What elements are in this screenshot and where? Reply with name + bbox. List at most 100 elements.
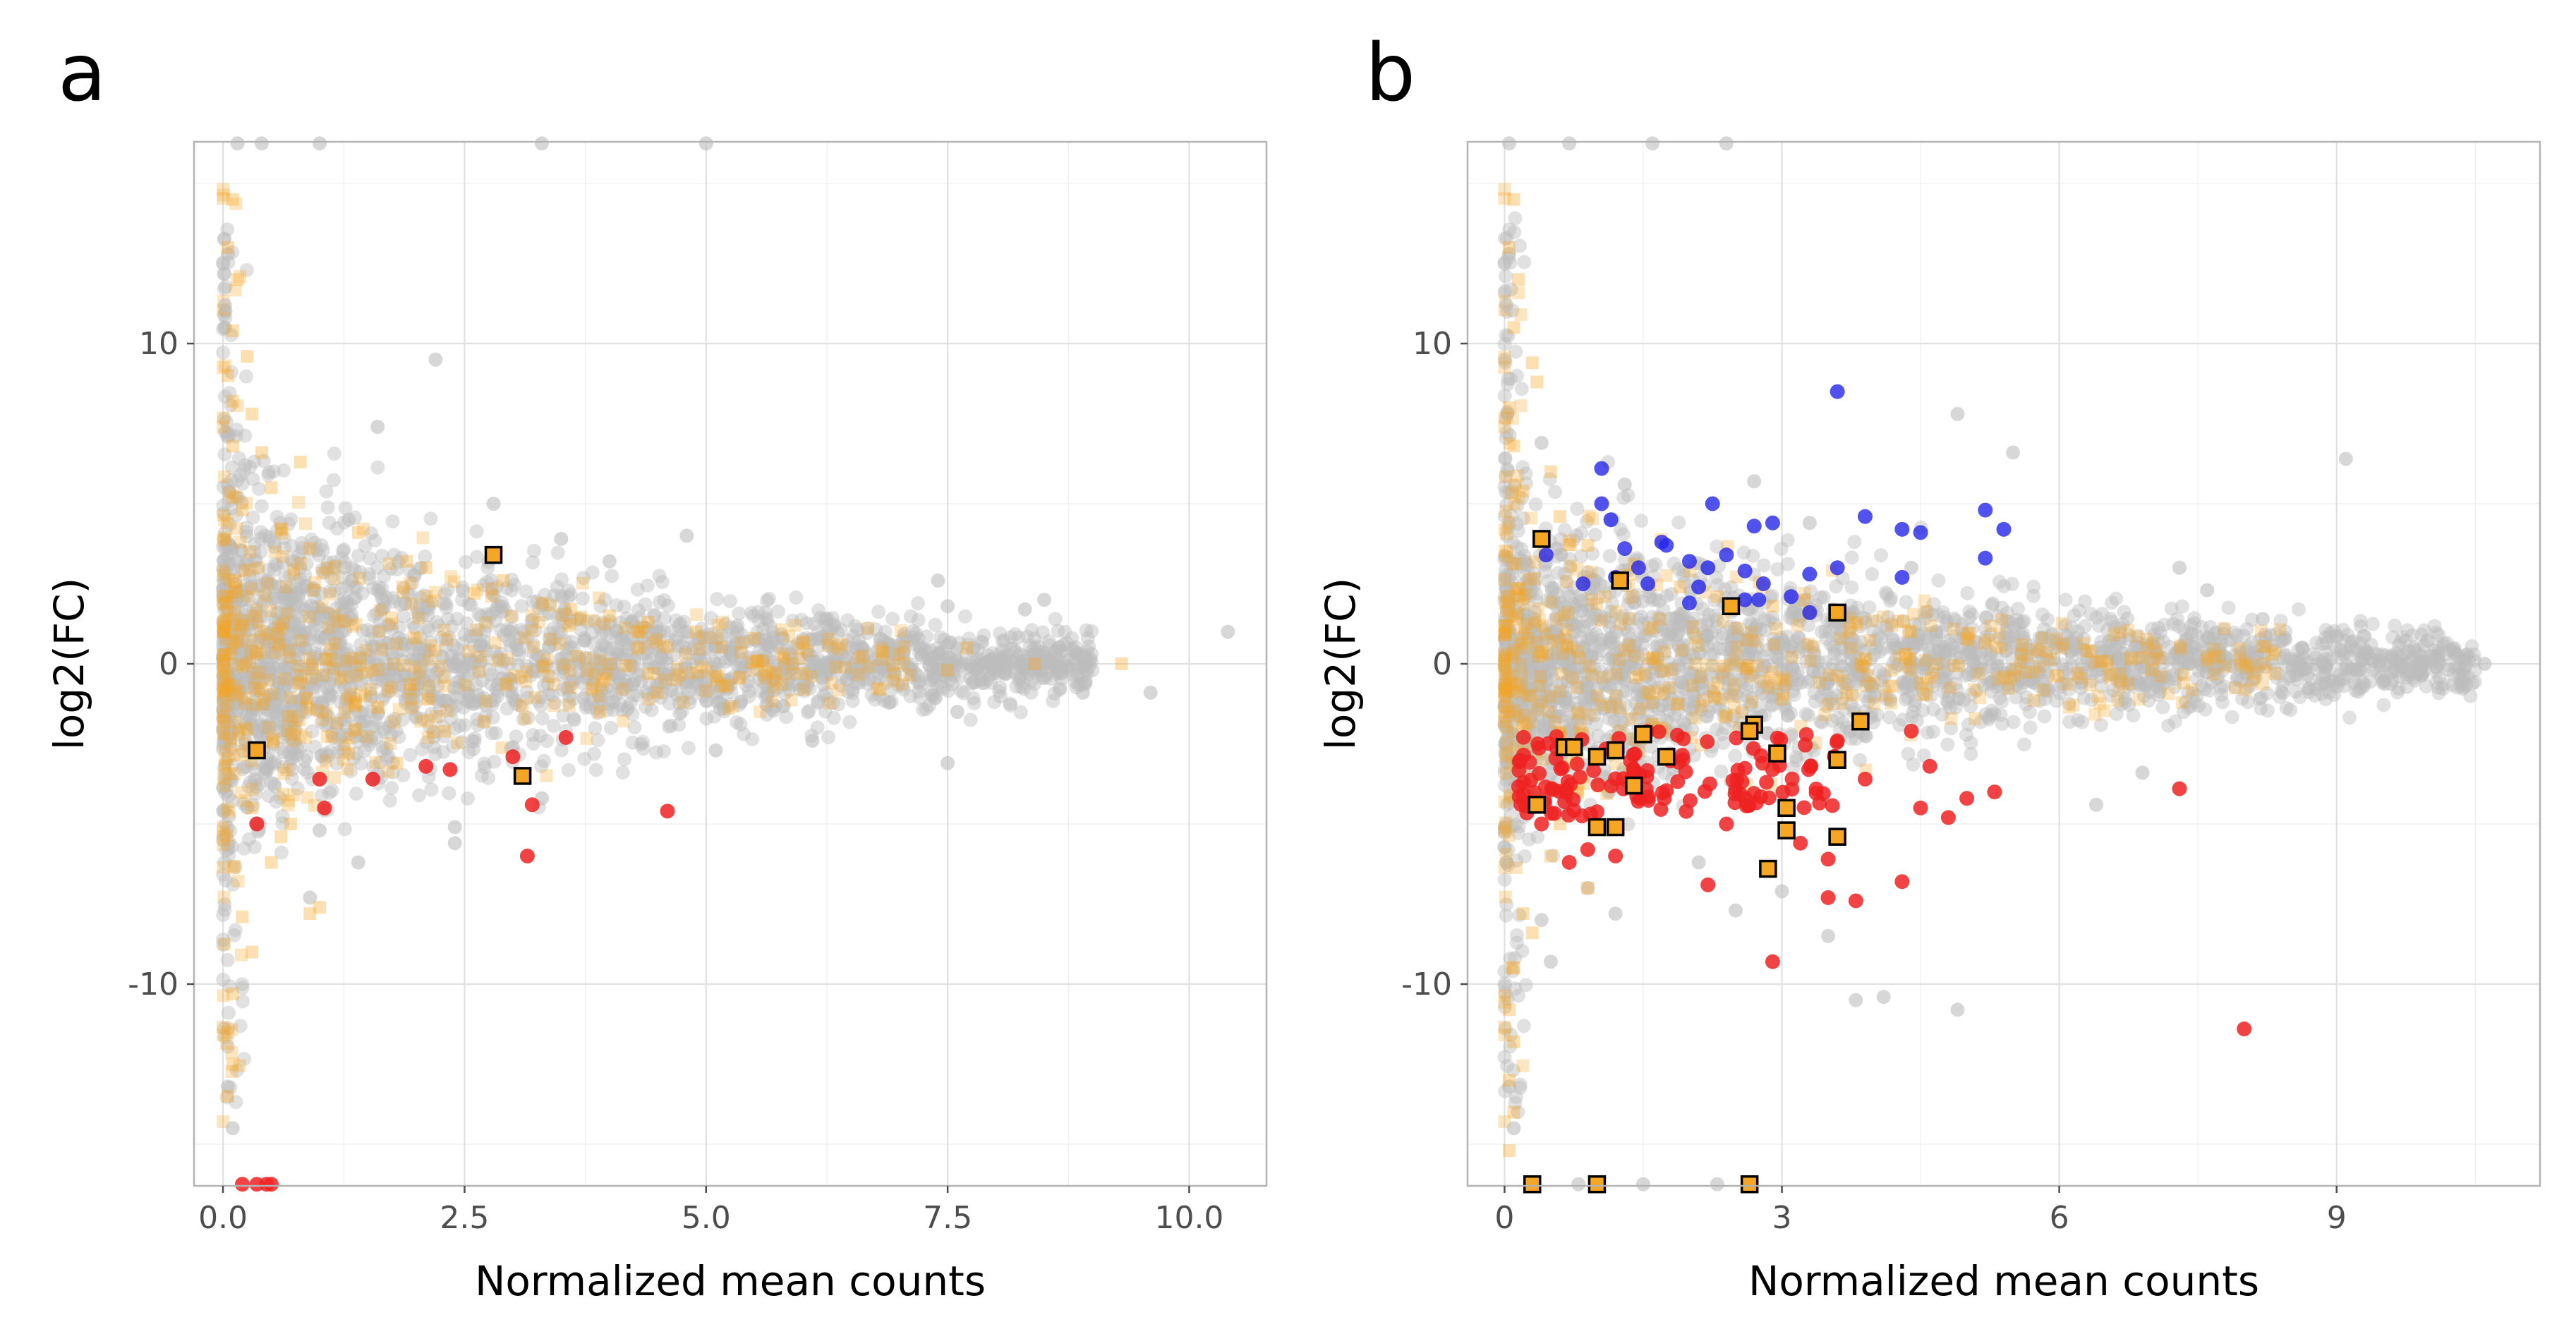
background-gene-point bbox=[1031, 660, 1046, 675]
background-gene-point bbox=[1514, 382, 1529, 396]
background-gene-point bbox=[217, 298, 232, 313]
background-gene-point bbox=[648, 745, 663, 760]
background-gene-point bbox=[471, 622, 486, 637]
highlighted-gene-square bbox=[615, 682, 629, 696]
background-gene-point bbox=[362, 737, 377, 752]
background-gene-point bbox=[938, 669, 953, 684]
background-gene-point bbox=[327, 447, 341, 461]
background-gene-point bbox=[226, 617, 241, 632]
background-gene-point bbox=[476, 633, 491, 648]
background-gene-point bbox=[346, 751, 361, 766]
background-gene-point bbox=[933, 630, 948, 645]
background-gene-point bbox=[290, 741, 305, 756]
background-gene-point bbox=[855, 672, 870, 687]
background-gene-point bbox=[686, 641, 701, 656]
background-gene-point bbox=[716, 701, 731, 716]
background-gene-point bbox=[905, 633, 920, 648]
background-gene-point bbox=[351, 548, 365, 563]
background-gene-point bbox=[762, 676, 777, 691]
background-gene-point bbox=[286, 728, 301, 743]
background-gene-point bbox=[941, 756, 955, 770]
background-gene-point bbox=[627, 720, 642, 735]
background-gene-point bbox=[574, 622, 588, 637]
background-gene-point bbox=[228, 722, 243, 736]
background-gene-point bbox=[1498, 269, 1513, 284]
background-gene-point bbox=[765, 702, 780, 717]
highlighted-gene-square bbox=[256, 698, 270, 711]
background-gene-point bbox=[417, 588, 432, 602]
background-gene-point bbox=[281, 715, 296, 730]
highlighted-gene-square bbox=[796, 667, 809, 680]
highlighted-gene-square bbox=[437, 624, 451, 637]
background-gene-point bbox=[440, 582, 455, 597]
background-gene-point bbox=[638, 620, 653, 635]
background-gene-point bbox=[752, 614, 767, 629]
background-gene-point bbox=[365, 689, 380, 704]
background-gene-point bbox=[231, 555, 246, 570]
background-gene-point bbox=[409, 682, 424, 697]
background-gene-point bbox=[827, 660, 842, 674]
background-gene-point bbox=[222, 538, 237, 552]
background-gene-point bbox=[219, 686, 234, 701]
background-gene-point bbox=[640, 578, 655, 593]
background-gene-point bbox=[514, 599, 529, 614]
background-gene-point bbox=[512, 648, 526, 662]
background-gene-point bbox=[398, 696, 413, 710]
background-gene-point bbox=[1013, 658, 1028, 673]
background-gene-point bbox=[402, 563, 417, 578]
background-gene-point bbox=[385, 590, 400, 605]
background-gene-point bbox=[310, 634, 325, 649]
background-gene-point bbox=[337, 614, 351, 629]
background-gene-point bbox=[764, 664, 779, 679]
highlighted-gene-square bbox=[822, 632, 835, 645]
background-gene-point bbox=[988, 660, 1003, 674]
background-gene-point bbox=[251, 578, 266, 593]
background-gene-point bbox=[405, 576, 420, 590]
panel-a-y-axis-title: log2(FC) bbox=[45, 578, 93, 750]
background-gene-point bbox=[244, 579, 259, 594]
background-gene-point bbox=[1015, 660, 1029, 674]
background-gene-point bbox=[367, 639, 382, 654]
background-gene-point bbox=[1844, 580, 1859, 595]
background-gene-point bbox=[410, 689, 425, 704]
background-gene-point bbox=[708, 743, 723, 758]
highlighted-gene-square bbox=[339, 654, 353, 667]
background-gene-point bbox=[653, 662, 667, 677]
background-gene-point bbox=[784, 647, 799, 662]
highlighted-gene-square bbox=[294, 455, 307, 468]
background-gene-point bbox=[1041, 656, 1056, 671]
background-gene-point bbox=[334, 674, 349, 689]
highlighted-gene-square bbox=[241, 723, 254, 736]
background-gene-point bbox=[926, 671, 941, 686]
background-gene-point bbox=[476, 691, 491, 705]
highlighted-gene-square bbox=[497, 574, 510, 587]
background-gene-point bbox=[452, 650, 467, 665]
background-gene-point bbox=[224, 502, 238, 516]
background-gene-point bbox=[228, 625, 243, 640]
background-gene-point bbox=[452, 674, 466, 689]
background-gene-point bbox=[334, 624, 349, 639]
background-gene-point bbox=[670, 673, 684, 688]
background-gene-point bbox=[216, 590, 231, 605]
highlighted-gene-square bbox=[658, 673, 672, 686]
background-gene-point bbox=[647, 684, 662, 698]
background-gene-point bbox=[262, 533, 277, 548]
background-gene-point bbox=[648, 624, 663, 639]
background-gene-point bbox=[1080, 656, 1094, 671]
background-gene-point bbox=[954, 684, 969, 698]
highlighted-gene-square bbox=[960, 641, 974, 655]
background-gene-point bbox=[217, 542, 232, 557]
highlighted-gene-square bbox=[255, 446, 268, 459]
background-gene-point bbox=[603, 657, 617, 672]
background-gene-point bbox=[277, 530, 291, 545]
background-gene-point bbox=[781, 672, 796, 686]
background-gene-point bbox=[760, 698, 775, 713]
highlighted-gene-square bbox=[528, 691, 542, 704]
background-gene-point bbox=[216, 576, 231, 590]
background-gene-point bbox=[812, 653, 827, 667]
background-gene-point bbox=[407, 568, 422, 583]
background-gene-point bbox=[223, 545, 238, 560]
background-gene-point bbox=[885, 612, 900, 626]
background-gene-point bbox=[561, 763, 576, 777]
background-gene-point bbox=[337, 542, 351, 557]
